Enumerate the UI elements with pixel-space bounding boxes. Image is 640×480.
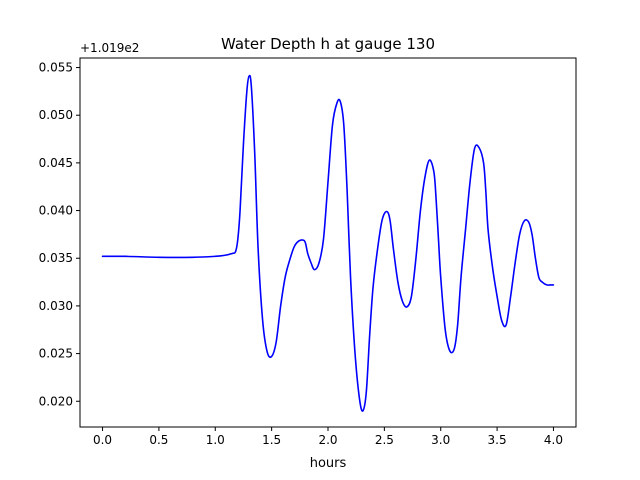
y-tick-label: 0.040 xyxy=(39,204,73,218)
y-tick-label: 0.055 xyxy=(39,61,73,75)
x-tick-label: 1.5 xyxy=(262,433,281,447)
y-tick-label: 0.030 xyxy=(39,299,73,313)
x-tick-label: 3.0 xyxy=(431,433,450,447)
chart-title: Water Depth h at gauge 130 xyxy=(221,35,435,53)
y-axis-offset-label: +1.019e2 xyxy=(80,41,139,55)
series-layer xyxy=(101,74,555,412)
y-tick-label: 0.045 xyxy=(39,156,73,170)
x-tick-label: 0.5 xyxy=(149,433,168,447)
x-axis-label: hours xyxy=(310,456,347,471)
x-tick-label: 1.0 xyxy=(206,433,225,447)
y-tick-label: 0.050 xyxy=(39,108,73,122)
x-tick-label: 2.0 xyxy=(318,433,337,447)
y-tick-label: 0.020 xyxy=(39,394,73,408)
y-tick-label: 0.025 xyxy=(39,347,73,361)
plot-area: 0.0 0.5 1.0 1.5 2.0 2.5 3.0 3.5 4.0 0.0200.0250.… xyxy=(39,57,577,447)
x-tick-label: 2.5 xyxy=(375,433,394,447)
y-tick-label: 0.035 xyxy=(39,251,73,265)
x-tick-label: 3.5 xyxy=(488,433,507,447)
x-tick-label: 4.0 xyxy=(544,433,563,447)
plot-frame xyxy=(79,57,577,428)
x-tick-label: 0.0 xyxy=(93,433,112,447)
x-axis-ticks: 0.0 0.5 1.0 1.5 2.0 2.5 3.0 3.5 4.0 xyxy=(93,427,563,447)
series-line xyxy=(101,74,555,412)
y-axis-ticks: 0.020 0.025 0.030 0.035 0.040 0.045 0.050 0.055 xyxy=(39,61,80,408)
